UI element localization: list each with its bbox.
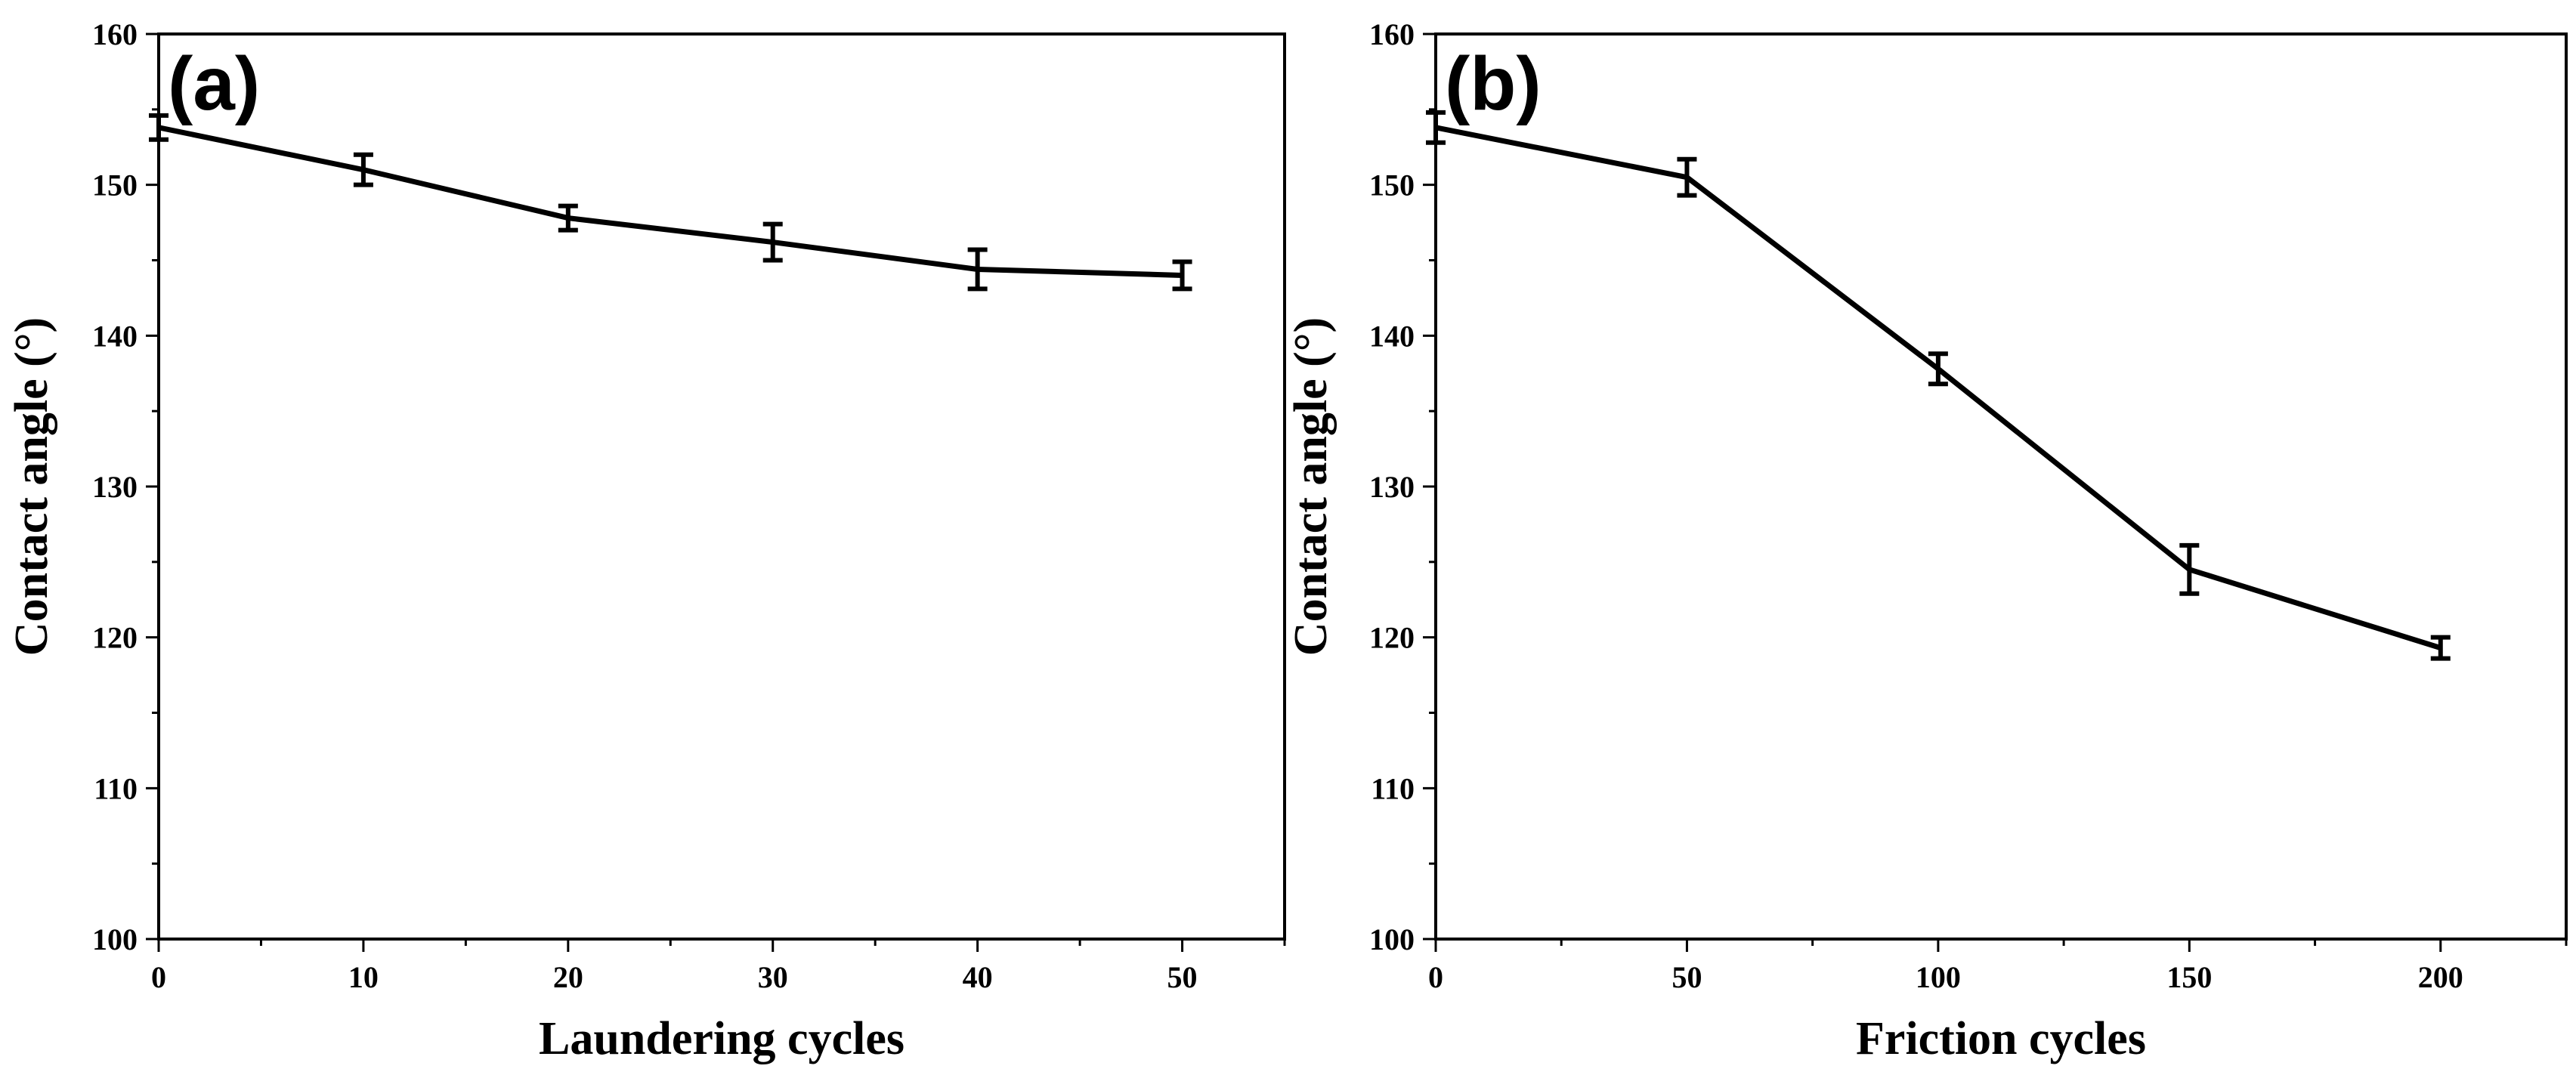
y-tick-label: 120: [92, 621, 138, 655]
x-tick-label: 0: [1428, 960, 1443, 994]
x-axis-title: Laundering cycles: [539, 1013, 905, 1064]
data-point: [772, 241, 775, 244]
y-tick-label: 130: [92, 470, 138, 504]
y-tick-label: 140: [92, 319, 138, 353]
panel-label: (b): [1445, 42, 1542, 126]
y-tick-label: 160: [1369, 17, 1415, 51]
plot-frame: [1434, 32, 2568, 941]
x-axis-title: Friction cycles: [1856, 1013, 2146, 1064]
data-point: [2439, 647, 2442, 650]
x-tick-label: 10: [348, 960, 379, 994]
y-tick-label: 110: [94, 771, 138, 805]
data-point: [1434, 126, 1437, 129]
x-tick-label: 0: [151, 960, 166, 994]
data-point: [362, 168, 365, 171]
data-point: [567, 217, 570, 220]
y-axis-title: Contact angle (°): [6, 317, 57, 656]
y-tick-label: 140: [1369, 319, 1415, 353]
data-point: [157, 126, 160, 129]
y-tick-label: 130: [1369, 470, 1415, 504]
x-tick-label: 200: [2418, 960, 2463, 994]
x-tick-label: 150: [2166, 960, 2212, 994]
x-tick-label: 20: [553, 960, 583, 994]
y-tick-label: 110: [1371, 771, 1415, 805]
x-tick-label: 50: [1167, 960, 1198, 994]
data-point: [976, 267, 979, 270]
y-axis-title: Contact angle (°): [1285, 317, 1337, 656]
panel-b: 0 50 100 150 200 100 110 120 130 140 150 160 Frictio…: [1285, 17, 2568, 1064]
plot-frame: [157, 32, 1286, 941]
data-point: [2188, 568, 2191, 571]
x-tick-label: 40: [963, 960, 993, 994]
y-tick-label: 160: [92, 17, 138, 51]
y-tick-label: 150: [1369, 168, 1415, 202]
panel-label: (a): [168, 42, 260, 126]
series-line: [158, 125, 1183, 278]
data-point: [1181, 273, 1184, 276]
y-tick-label: 120: [1369, 621, 1415, 655]
series-line: [1435, 125, 2441, 650]
y-tick-label: 100: [92, 922, 138, 956]
x-tick-label: 100: [1916, 960, 1961, 994]
panel-a: 0 10 20 30 40 50 100 110 120 130 140 150 160 Launderi…: [6, 17, 1286, 1064]
y-tick-label: 150: [92, 168, 138, 202]
data-point: [1937, 367, 1940, 370]
x-tick-label: 50: [1671, 960, 1702, 994]
y-tick-label: 100: [1369, 922, 1415, 956]
x-tick-label: 30: [758, 960, 788, 994]
data-point: [1685, 176, 1688, 179]
